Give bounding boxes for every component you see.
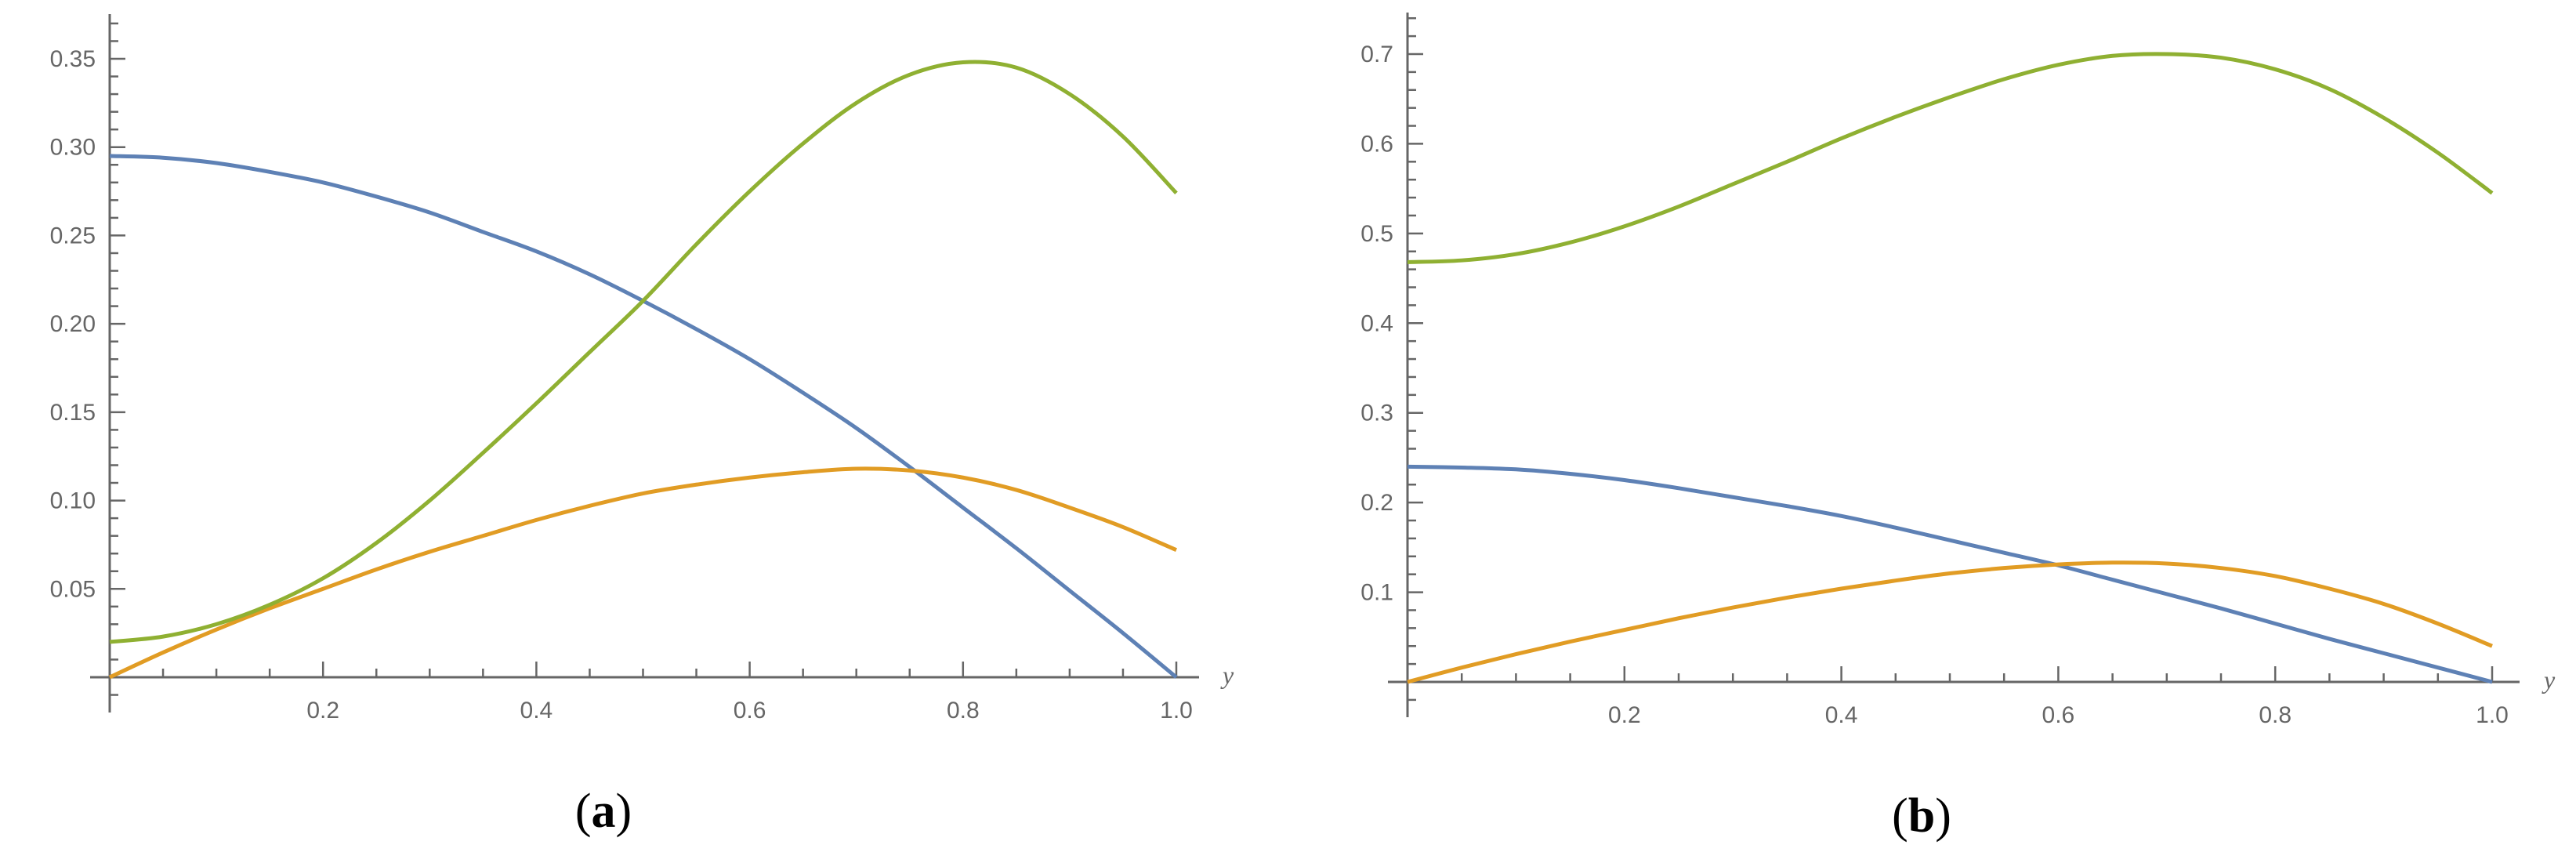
caption-a: (a) bbox=[575, 784, 632, 839]
y-tick-label: 0.6 bbox=[1360, 131, 1393, 157]
y-tick-label: 0.7 bbox=[1360, 42, 1393, 67]
x-tick-label: 0.6 bbox=[2042, 702, 2075, 728]
x-tick-label: 0.4 bbox=[520, 698, 553, 723]
y-tick-label: 0.5 bbox=[1360, 221, 1393, 247]
y-tick-label: 0.10 bbox=[50, 488, 96, 514]
y-tick-label: 0.20 bbox=[50, 311, 96, 337]
line-chart-b: 0.2 0.4 0.6 0.8 1.0 0.1 0.2 0.3 0.4 0.5 0.6 0.7 y bbox=[1360, 13, 2556, 728]
panel-b: 0.2 0.4 0.6 0.8 1.0 0.1 0.2 0.3 0.4 0.5 0.6 0.7 y (b… bbox=[1285, 0, 2576, 863]
series-orange-line bbox=[108, 466, 1177, 680]
spacer bbox=[1408, 682, 1417, 699]
axes: 0.2 0.4 0.6 0.8 1.0 0.1 0.2 0.3 0.4 0.5 0.6 0.7 y bbox=[1360, 13, 2556, 728]
x-axis-label: y bbox=[1220, 661, 1234, 689]
x-axis-label: y bbox=[2542, 665, 2556, 694]
caption-a-open: ( bbox=[574, 785, 592, 838]
series-orange-line bbox=[1407, 560, 2493, 684]
caption-b-letter: b bbox=[1908, 789, 1936, 843]
x-tick-label: 0.4 bbox=[1825, 702, 1858, 728]
y-tick-label: 0.25 bbox=[50, 223, 96, 248]
caption-a-close: ) bbox=[615, 785, 632, 838]
y-tick-label: 0.2 bbox=[1360, 490, 1393, 516]
line-chart-a: 0.2 0.4 0.6 0.8 1.0 0.05 0.10 0.15 0.20 0.25 0.30 0… bbox=[50, 14, 1234, 723]
x-tick-label: 0.6 bbox=[734, 698, 766, 723]
y-tick-label: 0.05 bbox=[50, 576, 96, 602]
axes: 0.2 0.4 0.6 0.8 1.0 0.05 0.10 0.15 0.20 0.25 0.30 0… bbox=[50, 14, 1234, 723]
plot-area bbox=[108, 60, 1178, 680]
panel-a: 0.2 0.4 0.6 0.8 1.0 0.05 0.10 0.15 0.20 0.25 0.30 0… bbox=[0, 0, 1285, 863]
caption-b-open: ( bbox=[1892, 789, 1908, 843]
x-tick-label: 1.0 bbox=[1160, 698, 1193, 723]
series-blue-line bbox=[109, 154, 1178, 679]
y-tick-label: 0.35 bbox=[50, 46, 96, 72]
caption-a-letter: a bbox=[591, 785, 616, 838]
x-tick-label: 1.0 bbox=[2476, 702, 2509, 728]
plot-area bbox=[1407, 52, 2494, 684]
x-tick-label: 0.8 bbox=[947, 698, 980, 723]
series-green-line bbox=[1407, 52, 2494, 264]
x-tick-label: 0.2 bbox=[306, 698, 339, 723]
series-blue-line bbox=[1407, 464, 2493, 684]
spacer bbox=[110, 677, 119, 694]
series-green-line bbox=[109, 60, 1178, 644]
caption-b-close: ) bbox=[1935, 789, 1951, 843]
x-tick-label: 0.2 bbox=[1608, 702, 1641, 728]
y-tick-label: 0.4 bbox=[1360, 310, 1393, 336]
caption-b: (b) bbox=[1892, 789, 1951, 844]
x-tick-label: 0.8 bbox=[2259, 702, 2292, 728]
y-tick-label: 0.30 bbox=[50, 135, 96, 161]
y-tick-label: 0.3 bbox=[1360, 401, 1393, 426]
y-tick-label: 0.1 bbox=[1360, 580, 1393, 606]
y-tick-label: 0.15 bbox=[50, 400, 96, 426]
